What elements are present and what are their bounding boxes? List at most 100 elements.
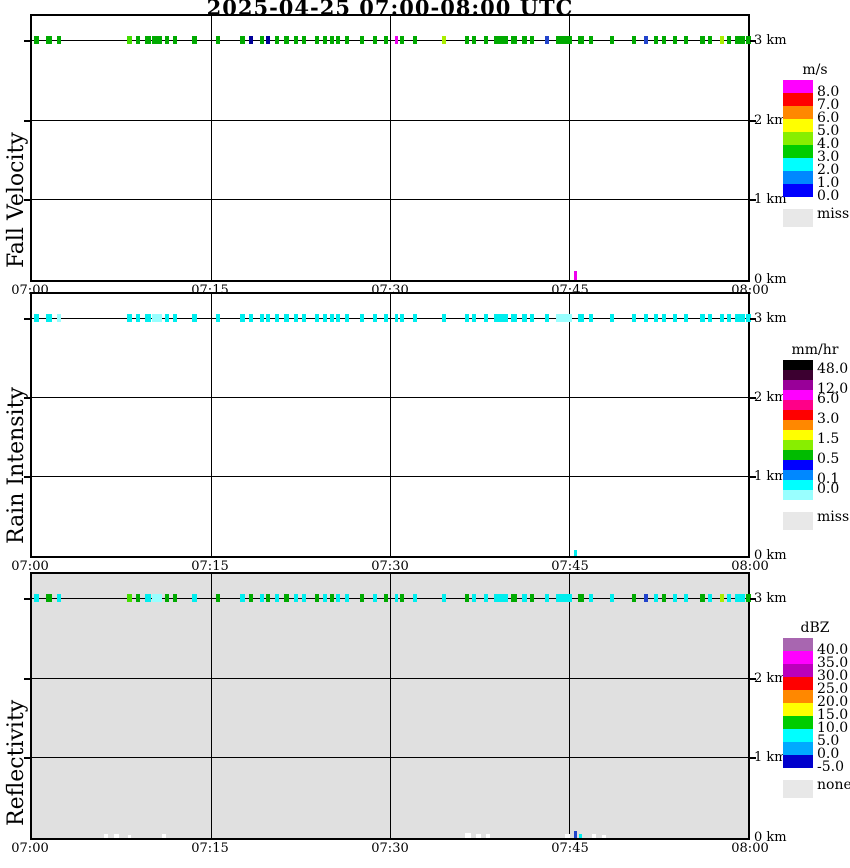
legend-label: 8.0 xyxy=(817,84,840,100)
gridline-vertical xyxy=(211,16,212,280)
data-mark xyxy=(284,36,289,44)
data-mark xyxy=(746,314,751,322)
legend-swatch xyxy=(783,132,813,145)
data-mark xyxy=(373,594,377,602)
data-mark xyxy=(545,36,549,44)
x-tick-label: 07:15 xyxy=(191,559,229,574)
data-mark xyxy=(530,36,534,44)
legend-swatch xyxy=(783,158,813,171)
legend-label: 0.1 xyxy=(817,471,840,487)
data-mark xyxy=(360,314,364,322)
data-mark xyxy=(511,36,517,44)
data-mark xyxy=(494,314,508,322)
data-mark xyxy=(589,36,593,44)
x-tick-label: 07:00 xyxy=(11,559,49,574)
legend-swatch xyxy=(783,450,813,460)
legend-swatch xyxy=(783,490,813,500)
data-mark xyxy=(302,36,306,44)
data-mark xyxy=(720,36,724,44)
axis-tick xyxy=(24,678,30,680)
data-mark xyxy=(530,594,534,602)
data-mark xyxy=(700,36,705,44)
legend-label: 3.0 xyxy=(817,411,840,427)
data-mark xyxy=(662,36,666,44)
gridline-vertical xyxy=(390,574,391,838)
legend-swatch xyxy=(783,145,813,158)
x-tick-label: 07:45 xyxy=(551,559,589,574)
gridline-vertical xyxy=(390,16,391,280)
data-mark-bottom xyxy=(162,834,166,838)
data-mark xyxy=(654,594,658,602)
data-mark xyxy=(260,314,264,322)
legend-label: 20.0 xyxy=(817,694,849,710)
axis-tick xyxy=(750,678,756,680)
data-mark xyxy=(34,594,39,602)
legend-swatch xyxy=(783,470,813,480)
legend-swatch xyxy=(783,184,813,197)
legend-missing-swatch xyxy=(783,209,813,227)
data-mark xyxy=(673,314,677,322)
data-mark xyxy=(465,314,469,322)
data-mark xyxy=(152,314,162,322)
legend-swatch xyxy=(783,390,813,400)
data-mark xyxy=(127,314,132,322)
panel-fall-velocity xyxy=(30,14,751,282)
data-mark xyxy=(360,36,364,44)
axis-tick xyxy=(24,397,30,399)
data-mark xyxy=(662,594,666,602)
data-mark xyxy=(727,36,731,44)
data-mark-bottom xyxy=(574,550,577,556)
gridline-vertical xyxy=(569,294,570,556)
data-mark xyxy=(46,314,52,322)
data-mark xyxy=(345,314,349,322)
legend-label: 12.0 xyxy=(817,381,849,397)
legend-swatch xyxy=(783,80,813,93)
data-mark-bottom xyxy=(104,834,108,838)
axis-tick xyxy=(750,199,756,201)
x-tick-label: 08:00 xyxy=(731,559,769,574)
data-mark xyxy=(336,594,340,602)
legend-swatch xyxy=(783,119,813,132)
data-mark xyxy=(472,594,476,602)
legend-swatch xyxy=(783,106,813,119)
gridline-horizontal xyxy=(32,120,748,121)
data-mark xyxy=(294,594,298,602)
data-mark xyxy=(373,314,377,322)
data-mark xyxy=(673,594,677,602)
legend-label: 0.0 xyxy=(817,481,840,497)
data-mark xyxy=(578,314,584,322)
data-mark xyxy=(165,314,169,322)
data-mark xyxy=(610,36,614,44)
legend-swatch xyxy=(783,430,813,440)
data-mark xyxy=(336,36,340,44)
data-mark xyxy=(315,314,319,322)
legend-swatch xyxy=(783,716,813,729)
data-mark xyxy=(330,594,334,602)
data-mark xyxy=(127,36,132,44)
data-mark xyxy=(57,36,61,44)
data-mark xyxy=(192,594,197,602)
x-tick-label: 07:15 xyxy=(191,841,229,856)
data-mark xyxy=(323,36,327,44)
axis-tick xyxy=(750,476,756,478)
gridline-horizontal xyxy=(32,476,748,477)
data-mark xyxy=(284,314,289,322)
data-mark xyxy=(413,314,417,322)
data-mark xyxy=(578,594,584,602)
data-mark xyxy=(136,36,140,44)
data-mark xyxy=(266,36,270,44)
data-mark xyxy=(294,36,298,44)
legend-missing-label: miss xyxy=(817,206,850,222)
data-mark xyxy=(395,36,398,44)
data-mark xyxy=(442,594,446,602)
legend-label: 4.0 xyxy=(817,136,840,152)
data-mark xyxy=(610,594,614,602)
data-mark-bottom xyxy=(574,831,577,838)
x-tick-label: 08:00 xyxy=(731,841,769,856)
data-mark xyxy=(360,594,364,602)
data-mark xyxy=(192,36,197,44)
data-mark xyxy=(136,314,140,322)
data-mark xyxy=(589,314,593,322)
data-mark xyxy=(249,36,253,44)
data-mark xyxy=(610,314,614,322)
